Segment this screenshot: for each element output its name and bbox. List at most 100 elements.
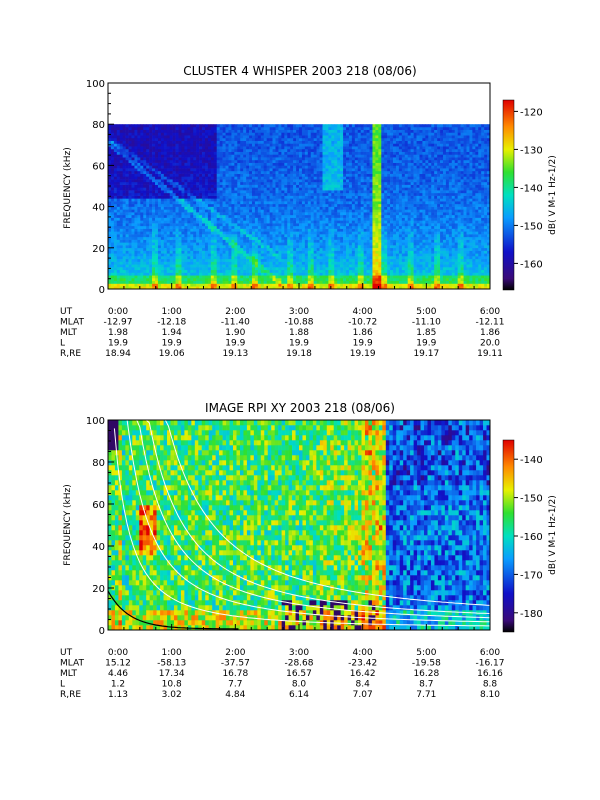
- spectrogram-cell: [172, 154, 176, 158]
- spectrogram-cell: [231, 135, 235, 139]
- spectrogram-cell: [137, 283, 141, 287]
- spectrogram-cell: [313, 234, 317, 238]
- spectrogram-cell: [204, 247, 209, 251]
- spectrogram-cell: [187, 264, 191, 268]
- spectrogram-cell: [278, 242, 282, 246]
- spectrogram-cell: [125, 179, 129, 183]
- spectrogram-cell: [163, 228, 168, 232]
- spectrogram-cell: [204, 275, 209, 279]
- spectrogram-cell: [301, 201, 306, 205]
- spectrogram-cell: [254, 137, 259, 141]
- spectrogram-cell: [304, 148, 309, 152]
- spectrogram-cell: [163, 148, 168, 152]
- spectrogram-cell: [122, 143, 126, 147]
- spectrogram-cell: [299, 126, 303, 130]
- spectrogram-cell: [163, 132, 168, 136]
- spectrogram-cell: [307, 126, 312, 130]
- spectrogram-cell: [181, 146, 185, 150]
- spectrogram-cell: [243, 261, 247, 265]
- spectrogram-cell: [157, 223, 162, 227]
- spectrogram-cell: [228, 173, 232, 177]
- spectrogram-cell: [122, 217, 126, 221]
- spectrogram-cell: [231, 187, 235, 191]
- spectrogram-cell: [272, 192, 276, 196]
- spectrogram-cell: [301, 165, 306, 169]
- spectrogram-cell: [257, 151, 262, 155]
- spectrogram-cell: [284, 181, 288, 185]
- spectrogram-cell: [216, 140, 220, 144]
- spectrogram-cell: [199, 267, 203, 271]
- spectrogram-cell: [275, 231, 279, 235]
- spectrogram-cell: [178, 170, 182, 174]
- spectrogram-cell: [131, 181, 135, 185]
- spectrogram-cell: [322, 217, 326, 221]
- spectrogram-cell: [140, 148, 144, 152]
- spectrogram-cell: [319, 132, 323, 136]
- spectrogram-cell: [169, 239, 173, 243]
- spectrogram-cell: [263, 190, 267, 194]
- spectrogram-cell: [281, 151, 285, 155]
- spectrogram-cell: [346, 225, 350, 229]
- spectrogram-cell: [263, 239, 267, 243]
- spectrogram-cell: [325, 234, 329, 238]
- spectrogram-cell: [278, 212, 282, 216]
- spectrogram-cell: [254, 181, 259, 185]
- spectrogram-cell: [119, 181, 123, 185]
- spectrogram-cell: [266, 234, 270, 238]
- spectrogram-cell: [346, 190, 350, 194]
- spectrogram-cell: [272, 223, 276, 227]
- spectrogram-cell: [301, 154, 306, 158]
- spectrogram-cell: [334, 184, 338, 188]
- spectrogram-cell: [275, 212, 279, 216]
- spectrogram-cell: [340, 231, 344, 235]
- spectrogram-cell: [293, 170, 297, 174]
- spectrogram-cell: [213, 272, 218, 276]
- spectrogram-cell: [149, 278, 153, 282]
- spectrogram-cell: [166, 278, 171, 282]
- spectrogram-cell: [110, 286, 115, 290]
- spectrogram-cell: [184, 173, 188, 177]
- spectrogram-cell: [281, 190, 285, 194]
- spectrogram-cell: [328, 190, 332, 194]
- spectrogram-cell: [216, 286, 220, 290]
- spectrogram-cell: [187, 253, 191, 257]
- spectrogram-cell: [213, 234, 218, 238]
- spectrogram-cell: [149, 264, 153, 268]
- spectrogram-cell: [199, 157, 203, 161]
- spectrogram-cell: [307, 264, 312, 268]
- spectrogram-cell: [228, 143, 232, 147]
- spectrogram-cell: [128, 179, 132, 183]
- spectrogram-cell: [272, 170, 276, 174]
- spectrogram-cell: [293, 275, 297, 279]
- spectrogram-cell: [152, 206, 156, 210]
- spectrogram-cell: [163, 135, 168, 139]
- spectrogram-cell: [213, 184, 218, 188]
- spectrogram-cell: [266, 228, 270, 232]
- spectrogram-cell: [172, 223, 176, 227]
- spectrogram-cell: [319, 135, 323, 139]
- spectrogram-cell: [175, 231, 179, 235]
- spectrogram-cell: [146, 258, 150, 262]
- spectrogram-cell: [322, 267, 326, 271]
- spectrogram-cell: [128, 203, 132, 207]
- spectrogram-cell: [110, 228, 115, 232]
- spectrogram-cell: [257, 159, 262, 163]
- spectrogram-cell: [160, 181, 165, 185]
- spectrogram-cell: [340, 124, 344, 128]
- spectrogram-cell: [190, 170, 194, 174]
- spectrogram-cell: [222, 264, 226, 268]
- spectrogram-cell: [275, 286, 279, 290]
- spectrogram-cell: [275, 187, 279, 191]
- spectrogram-cell: [193, 137, 197, 141]
- spectrogram-cell: [184, 162, 188, 166]
- spectrogram-cell: [296, 170, 300, 174]
- spectrogram-cell: [222, 159, 226, 163]
- spectrogram-cell: [219, 225, 223, 229]
- spectrogram-cell: [343, 159, 347, 163]
- spectrogram-cell: [281, 154, 285, 158]
- spectrogram-cell: [340, 242, 344, 246]
- spectrogram-cell: [293, 242, 297, 246]
- spectrogram-cell: [304, 286, 309, 290]
- spectrogram-cell: [293, 269, 297, 273]
- spectrogram-cell: [122, 264, 126, 268]
